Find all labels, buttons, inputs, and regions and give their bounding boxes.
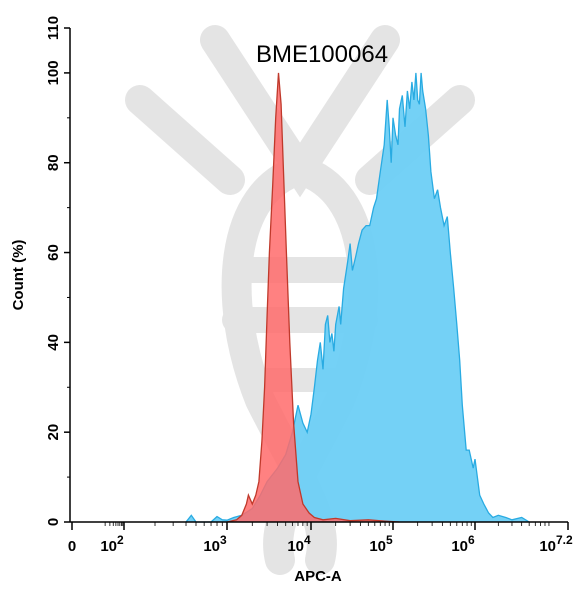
- y-tick-label: 100: [45, 60, 62, 85]
- y-tick-label: 60: [45, 244, 62, 261]
- x-tick-label: 103: [203, 533, 227, 555]
- blue-series-line: [185, 72, 530, 523]
- red-series-line: [226, 72, 400, 523]
- x-axis-ticks: 0 102 103 104 105 106 107.2: [68, 522, 573, 555]
- red-series-area: [227, 72, 400, 523]
- y-tick-label: 20: [45, 424, 62, 441]
- series-layer: [185, 72, 530, 523]
- chart-title: BME100064: [256, 41, 388, 68]
- x-tick-label: 106: [451, 533, 475, 555]
- y-axis-ticks: 0 20 40 60 80 100 110: [45, 16, 70, 526]
- y-tick-label: 110: [45, 16, 62, 40]
- x-tick-label: 102: [100, 533, 124, 555]
- x-tick-label: 0: [68, 538, 76, 555]
- x-tick-label: 105: [369, 533, 393, 555]
- y-tick-label: 40: [45, 334, 62, 351]
- x-tick-label: 104: [287, 533, 311, 555]
- blue-series-area: [186, 72, 530, 523]
- y-tick-label: 80: [45, 154, 62, 171]
- y-tick-label: 0: [45, 518, 62, 526]
- y-axis-title: Count (%): [10, 240, 27, 311]
- x-tick-label: 107.2: [539, 533, 573, 555]
- x-axis-title: APC-A: [294, 568, 342, 585]
